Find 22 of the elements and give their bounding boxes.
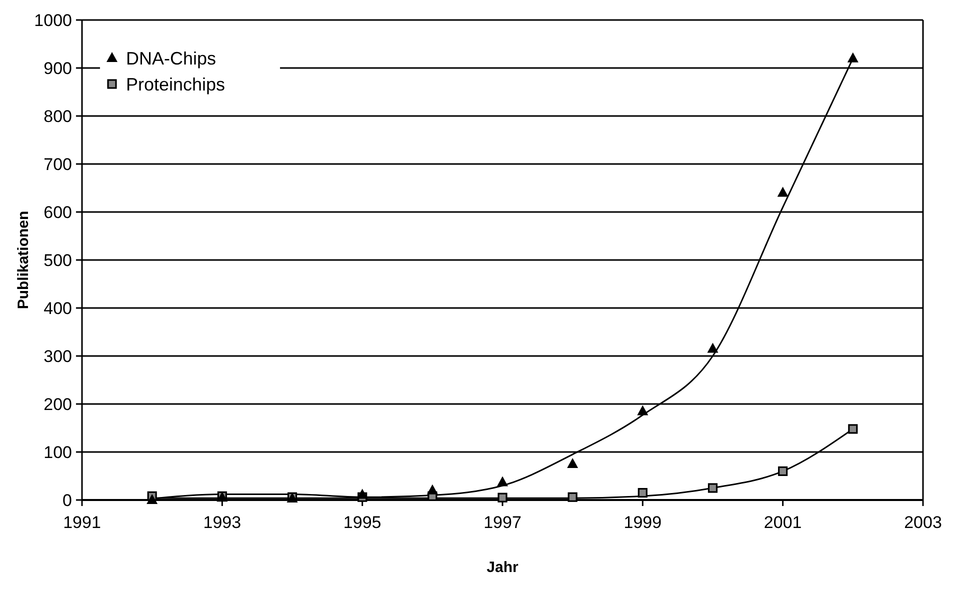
x-tick-label: 2003 bbox=[904, 513, 942, 532]
x-tick-label: 1999 bbox=[624, 513, 662, 532]
y-axis-title: Publikationen bbox=[15, 210, 32, 310]
y-tick-label: 200 bbox=[44, 394, 72, 414]
y-tick-label: 300 bbox=[44, 346, 72, 366]
x-axis-title: Jahr bbox=[486, 559, 519, 576]
y-tick-label: 400 bbox=[44, 298, 72, 318]
x-tick-label: 1991 bbox=[63, 513, 101, 532]
legend-label: Proteinchips bbox=[126, 74, 226, 94]
y-tick-label: 600 bbox=[44, 202, 72, 222]
y-tick-label: 100 bbox=[44, 442, 72, 462]
y-tick-label: 0 bbox=[62, 490, 72, 510]
x-tick-label: 1993 bbox=[203, 513, 242, 532]
x-tick-label: 1997 bbox=[484, 513, 522, 532]
legend-label: DNA-Chips bbox=[126, 48, 216, 68]
x-tick-label: 1995 bbox=[343, 513, 382, 532]
y-tick-label: 700 bbox=[44, 154, 72, 174]
y-tick-label: 800 bbox=[44, 106, 72, 126]
y-tick-label: 1000 bbox=[34, 10, 72, 30]
x-tick-label: 2001 bbox=[764, 513, 802, 532]
y-tick-label: 900 bbox=[44, 58, 72, 78]
y-tick-label: 500 bbox=[44, 250, 72, 270]
